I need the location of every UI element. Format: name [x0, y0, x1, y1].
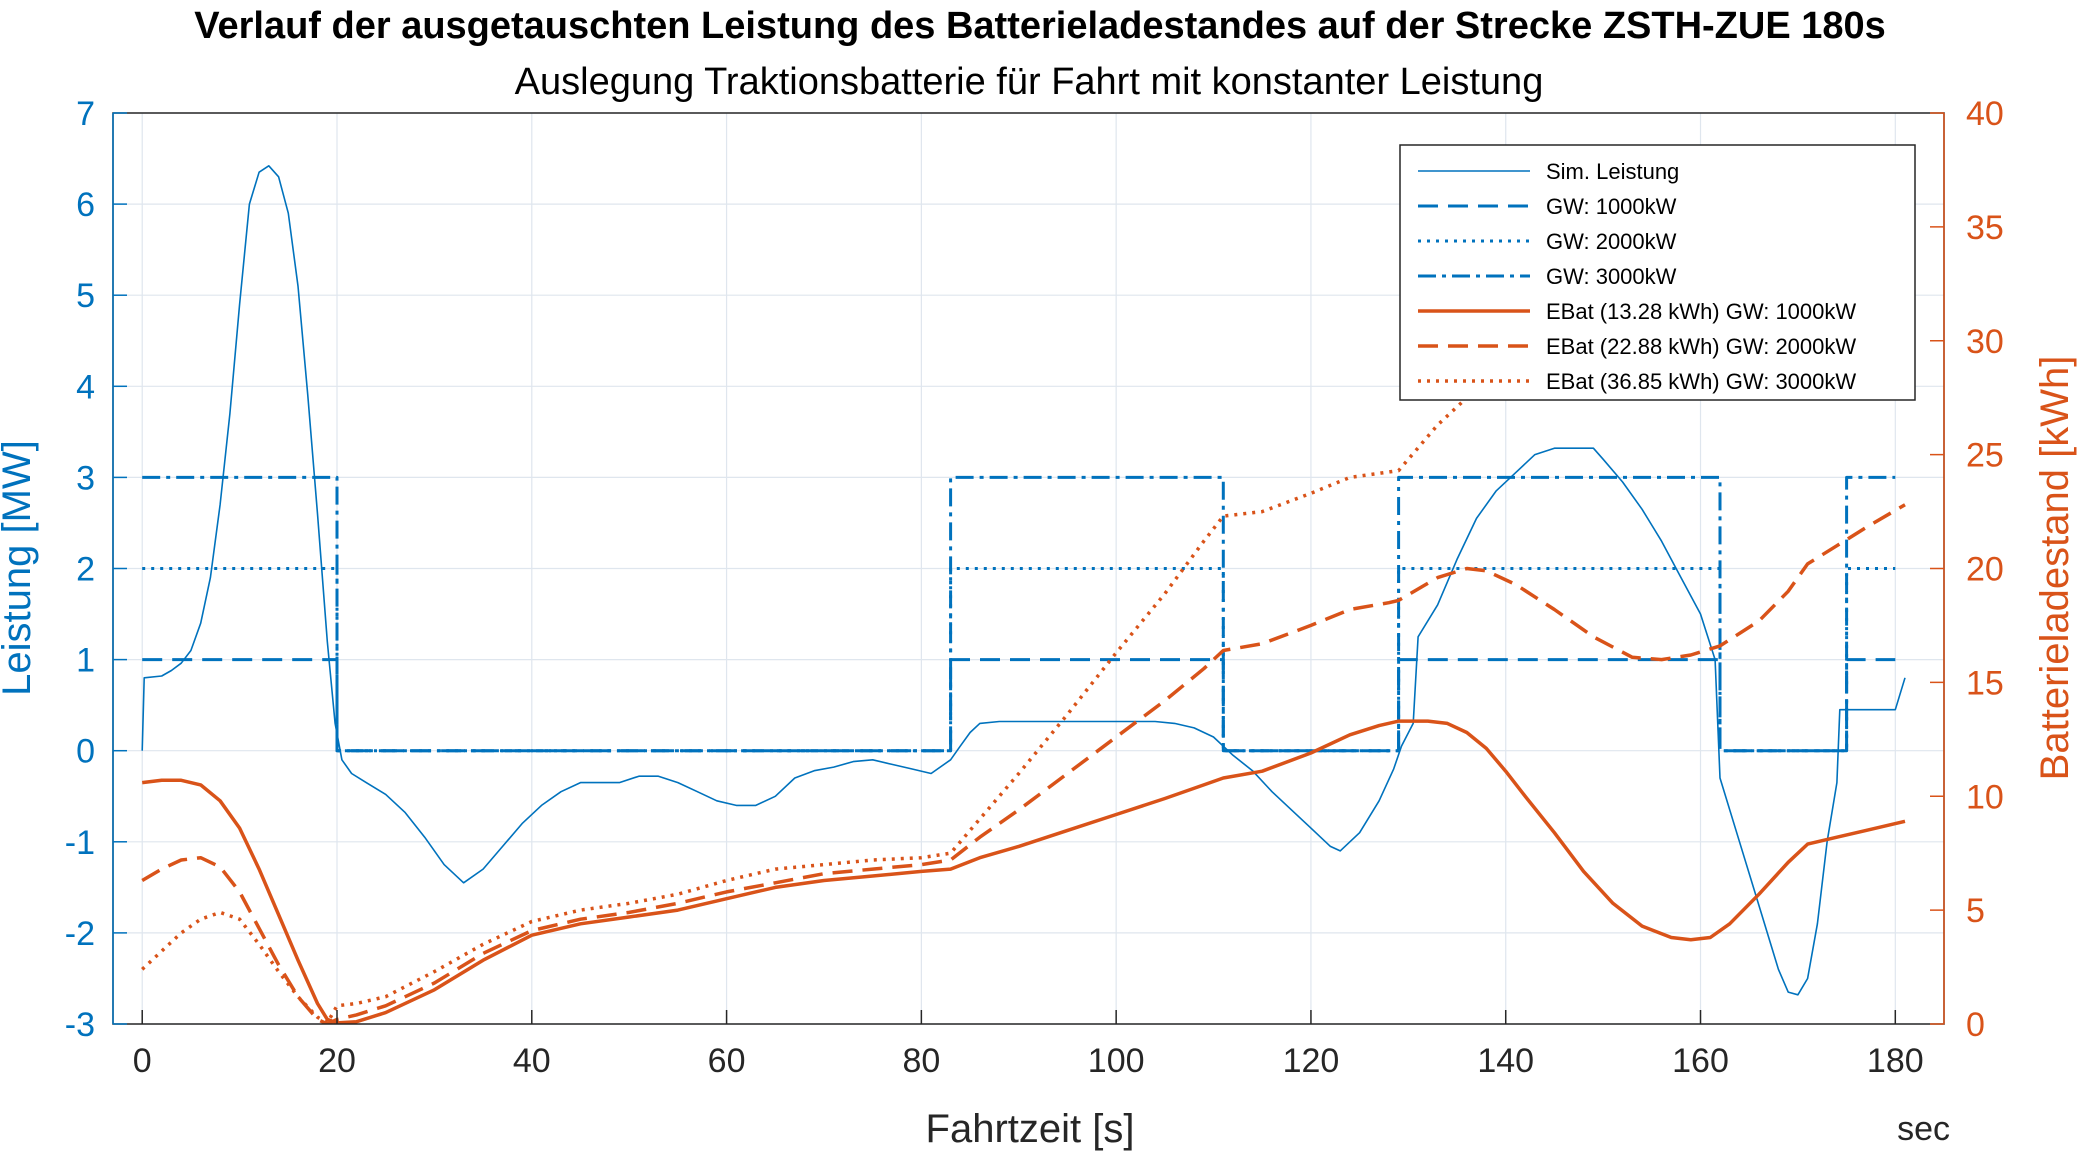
x-tick-label: 20 [318, 1042, 356, 1080]
right-y-tick-label: 25 [1966, 437, 2004, 475]
left-y-tick-label: 2 [76, 551, 95, 589]
x-tick-label: 80 [902, 1042, 940, 1080]
series-layer [141, 165, 1906, 1024]
left-axis-label: Leistung [MW] [0, 440, 39, 696]
legend-label-3: GW: 3000kW [1546, 264, 1677, 289]
chart-subtitle: Auslegung Traktionsbatterie für Fahrt mi… [515, 61, 1544, 103]
left-y-tick-label: 6 [76, 186, 95, 224]
right-y-tick-label: 5 [1966, 892, 1985, 930]
right-y-tick-label: 40 [1966, 95, 2004, 133]
x-tick-label: 160 [1672, 1042, 1729, 1080]
right-axis-label: Batterieladestand [kWh] [2033, 356, 2077, 781]
series-line-0 [141, 165, 1906, 996]
left-y-tick-label: -1 [65, 824, 95, 862]
legend-box [1399, 144, 1916, 401]
left-y-tick-label: -3 [65, 1006, 95, 1044]
right-y-tick-label: 15 [1966, 664, 2004, 702]
right-y-tick-label: 30 [1966, 323, 2004, 361]
left-y-tick-label: 7 [76, 95, 95, 133]
legend-label-2: GW: 2000kW [1546, 229, 1677, 254]
left-y-tick-label: 5 [76, 277, 95, 315]
series-line-5 [141, 503, 1906, 1024]
left-y-tick-label: 4 [76, 368, 95, 406]
series-line-4 [141, 719, 1906, 1024]
x-tick-label: 120 [1283, 1042, 1340, 1080]
ticks: 0 20 40 60 80 100 120 140 160 180 -3 -2 -1 0 1 2 3 4 5 6 7 0 5… [65, 95, 2004, 1080]
chart-title: Verlauf der ausgetauschten Leistung des … [194, 5, 1886, 47]
right-y-tick-label: 20 [1966, 551, 2004, 589]
legend-label-6: EBat (36.85 kWh) GW: 3000kW [1546, 369, 1856, 394]
x-tick-label: 100 [1088, 1042, 1145, 1080]
right-y-tick-label: 0 [1966, 1006, 1985, 1044]
x-tick-label: 140 [1477, 1042, 1534, 1080]
left-y-tick-label: -2 [65, 915, 95, 953]
x-axis-unit: sec [1897, 1110, 1950, 1148]
left-y-tick-label: 1 [76, 642, 95, 680]
x-axis-label: Fahrtzeit [s] [926, 1107, 1135, 1151]
legend-label-5: EBat (22.88 kWh) GW: 2000kW [1546, 334, 1856, 359]
x-tick-label: 0 [133, 1042, 152, 1080]
x-tick-label: 180 [1867, 1042, 1924, 1080]
legend: Sim. Leistung GW: 1000kW GW: 2000kW GW: 300… [1399, 144, 1916, 401]
series-line-3 [142, 475, 1896, 753]
legend-label-0: Sim. Leistung [1546, 159, 1679, 184]
right-y-tick-label: 35 [1966, 209, 2004, 247]
legend-label-1: GW: 1000kW [1546, 194, 1677, 219]
right-y-tick-label: 10 [1966, 778, 2004, 816]
x-tick-label: 60 [708, 1042, 746, 1080]
left-y-tick-label: 0 [76, 733, 95, 771]
legend-label-4: EBat (13.28 kWh) GW: 1000kW [1546, 299, 1856, 324]
x-tick-label: 40 [513, 1042, 551, 1080]
left-y-tick-label: 3 [76, 459, 95, 497]
